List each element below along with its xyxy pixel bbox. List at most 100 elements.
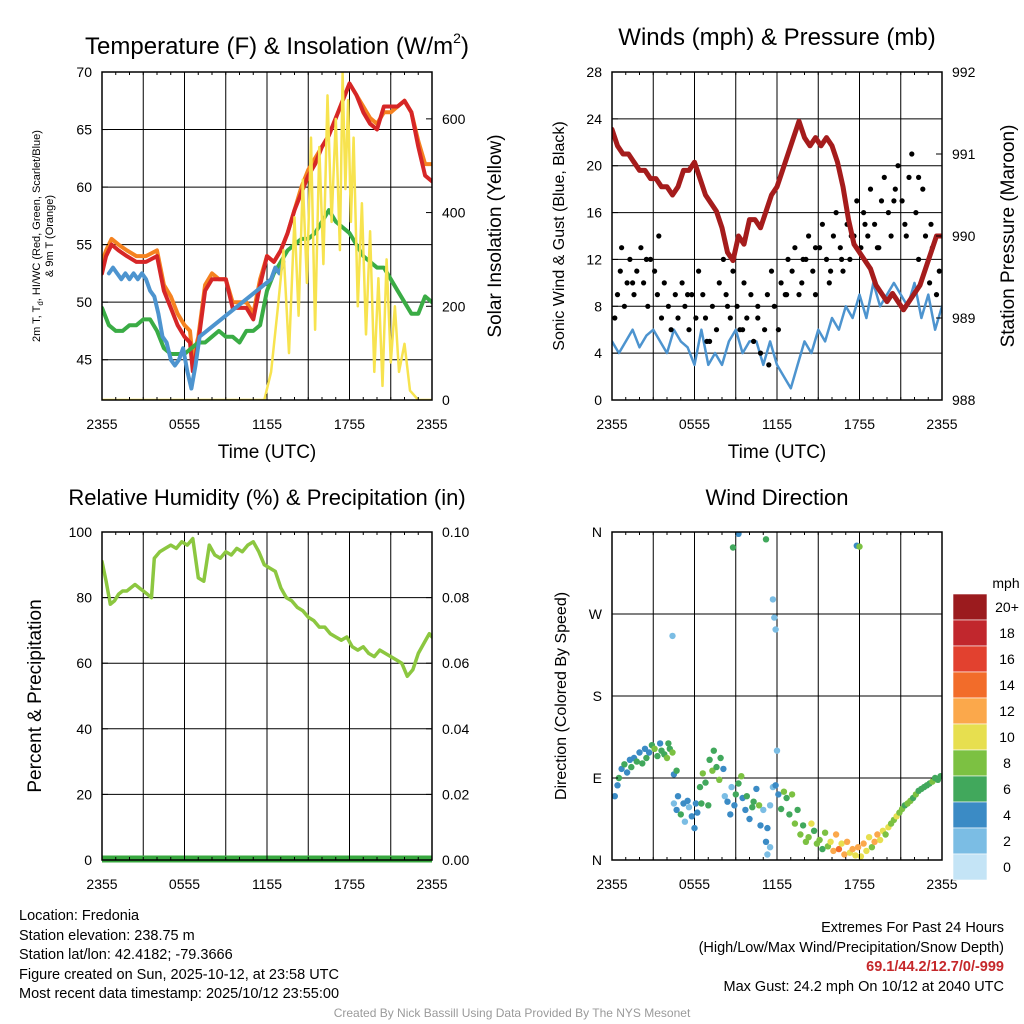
dir-colorbar-title: mph: [992, 575, 1019, 591]
dir-direction-point: [681, 818, 689, 825]
extremes-subtitle: (High/Low/Max Wind/Precipitation/Snow De…: [698, 939, 1004, 956]
wind-y-tick-label: 0: [594, 392, 602, 408]
temp-x-label: Time (UTC): [218, 442, 317, 463]
temp-y-label-line1: 2m T, Td, HI/WC (Red, Green, Scarlet/Blu…: [31, 130, 45, 342]
wind-gust-point: [800, 256, 806, 262]
wind-gust-point: [837, 245, 843, 251]
temp-y2-tick-label: 200: [442, 298, 466, 314]
wind-gust-point: [619, 245, 625, 251]
dir-direction-point: [772, 626, 779, 633]
dir-direction-point: [783, 794, 790, 802]
wind-gust-point: [672, 292, 678, 298]
wind-gust-point: [702, 315, 709, 321]
figure-created: Figure created on Sun, 2025-10-12, at 23…: [19, 966, 339, 983]
dir-direction-point: [788, 791, 796, 798]
dir-colorbar-label: 16: [999, 651, 1015, 667]
dir-direction-point: [663, 754, 671, 762]
temp-y2-tick-label: 600: [442, 111, 466, 127]
dir-direction-point: [645, 749, 653, 756]
dir-direction-point: [696, 783, 704, 791]
wind-gust-point: [617, 268, 623, 274]
dir-direction-point: [832, 831, 840, 838]
dir-colorbar-swatch: [952, 775, 988, 803]
dir-colorbar-label: 20+: [995, 599, 1019, 615]
wind-gust-point: [775, 327, 782, 333]
wind-gust-point: [833, 210, 839, 216]
wind-y2-tick-label: 988: [952, 392, 976, 408]
dir-direction-point: [775, 791, 782, 798]
dir-title: Wind Direction: [705, 485, 848, 510]
dir-direction-point: [762, 838, 770, 845]
dir-direction-point: [674, 793, 682, 800]
dir-direction-point: [843, 838, 851, 845]
dir-direction-point: [786, 811, 793, 818]
dir-colorbar-swatch: [952, 619, 988, 647]
wind-gust-point: [867, 186, 874, 192]
dir-direction-point: [849, 845, 856, 853]
wind-gust-point: [631, 292, 637, 298]
wind-gust-point: [713, 327, 720, 333]
dir-colorbar-label: 4: [1003, 807, 1011, 823]
temp-title-superscript: 2: [453, 30, 461, 46]
rh-y2-tick-label: 0.02: [442, 786, 469, 802]
dir-direction-point: [639, 760, 646, 767]
rh-y-tick-label: 40: [76, 721, 92, 737]
wind-gust-point: [895, 163, 901, 169]
data-timestamp: Most recent data timestamp: 2025/10/12 2…: [19, 986, 340, 1002]
wind-gust-point: [817, 245, 823, 251]
wind-gust-point: [645, 303, 651, 309]
wind-gust-point: [927, 280, 933, 286]
dir-direction-point: [677, 811, 684, 818]
wind-gust-point: [771, 303, 777, 309]
dir-direction-point: [623, 769, 631, 776]
wind-gust-point: [679, 280, 685, 286]
wind-series-station-pressure: [612, 118, 942, 313]
dir-direction-point: [717, 754, 724, 762]
wind-y-tick-label: 8: [594, 298, 602, 314]
dir-direction-point: [738, 773, 745, 780]
dir-colorbar-label: 6: [1003, 781, 1011, 797]
dir-x-tick-label: 1155: [762, 876, 792, 892]
dir-direction-point: [760, 806, 767, 814]
dir-direction-point: [860, 840, 867, 847]
temp-series-hi-wc: [106, 259, 286, 391]
wind-gust-point: [854, 198, 860, 204]
temp-series-2m-t: [102, 81, 432, 374]
rh-y-label: Percent & Precipitation: [25, 599, 46, 792]
temp-y-label-part: 2m T, T: [31, 305, 43, 342]
temp-series-td: [102, 208, 432, 356]
extremes-title: Extremes For Past 24 Hours: [821, 920, 1004, 936]
temp-title-end: ): [461, 33, 469, 60]
wind-y-tick-label: 12: [586, 251, 602, 267]
wind-gust-point: [928, 221, 934, 227]
dir-direction-point: [742, 806, 749, 814]
dir-colorbar-label: 2: [1003, 833, 1011, 849]
wind-gust-point: [920, 186, 926, 192]
dir-direction-point: [669, 749, 676, 756]
temp-x-tick-label: 1755: [334, 416, 365, 432]
dir-direction-point: [791, 820, 799, 827]
rh-x-tick-label: 2355: [86, 876, 117, 892]
station-location: Location: Fredonia: [19, 908, 140, 924]
wind-x-tick-label: 2355: [926, 416, 957, 432]
dir-direction-point: [762, 536, 770, 543]
dir-direction-point: [810, 827, 818, 834]
wind-gust-point: [627, 256, 633, 262]
dir-direction-point: [735, 780, 742, 787]
dir-direction-point: [827, 838, 834, 845]
temp-y-tick-label: 70: [76, 64, 92, 80]
dir-direction-point: [688, 813, 695, 820]
dir-direction-point: [628, 763, 635, 771]
wind-gust-point: [734, 303, 740, 309]
wind-gust-point: [720, 256, 727, 262]
dir-direction-point: [699, 770, 706, 777]
wind-gust-point: [830, 233, 837, 239]
rh-x-tick-label: 0555: [169, 876, 200, 892]
dir-direction-point: [724, 798, 731, 805]
wind-gust-point: [723, 292, 729, 298]
wind-gust-point: [826, 280, 832, 286]
wind-gust-point: [744, 315, 750, 321]
wind-y-tick-label: 28: [586, 64, 602, 80]
dir-direction-point: [764, 851, 771, 858]
temp-x-tick-label: 2355: [86, 416, 117, 432]
